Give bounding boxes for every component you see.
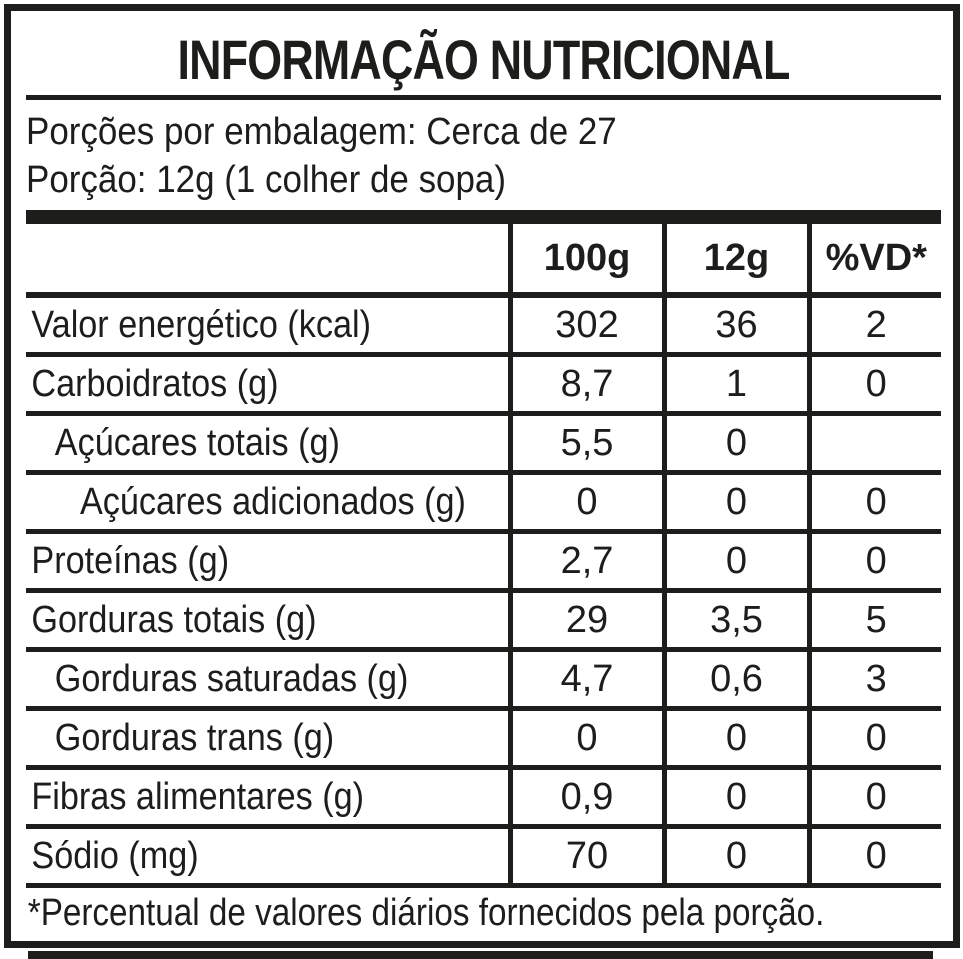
table-row: Açúcares totais (g) 5,5 0 — [26, 411, 941, 473]
table-row: Açúcares adicionados (g) 0 0 0 — [26, 470, 941, 532]
value-vd: 0 — [806, 824, 941, 888]
nutrient-label-cell: Gorduras trans (g) — [26, 706, 510, 768]
value-100g: 0 — [507, 706, 664, 768]
nutrient-label-cell: Fibras alimentares (g) — [26, 765, 510, 827]
header-12g: 12g — [661, 224, 809, 298]
table-row: Gorduras totais (g) 29 3,5 5 — [26, 588, 941, 650]
nutrition-table: 100g 12g %VD* Valor energético (kcal) 30… — [26, 224, 941, 888]
nutrient-label-cell: Açúcares adicionados (g) — [26, 470, 510, 532]
value-100g: 70 — [507, 824, 664, 888]
daily-value-footnote: *Percentual de valores diários fornecido… — [27, 892, 825, 934]
value-12g: 0 — [661, 529, 809, 591]
nutrient-label: Valor energético (kcal) — [31, 303, 372, 346]
nutrient-label: Proteínas (g) — [31, 539, 230, 582]
header-100g: 100g — [507, 224, 664, 298]
value-vd: 0 — [806, 706, 941, 768]
value-vd: 0 — [806, 765, 941, 827]
value-100g: 8,7 — [507, 352, 664, 414]
label-title: INFORMAÇÃO NUTRICIONAL — [177, 27, 790, 91]
value-12g: 0,6 — [661, 647, 809, 709]
label-title-wrap: INFORMAÇÃO NUTRICIONAL — [26, 23, 941, 95]
nutrient-label: Sódio (mg) — [31, 834, 199, 877]
nutrition-label: INFORMAÇÃO NUTRICIONAL Porções por embal… — [4, 4, 960, 948]
value-12g: 0 — [661, 765, 809, 827]
value-12g: 0 — [661, 824, 809, 888]
value-vd: 3 — [806, 647, 941, 709]
nutrient-label: Carboidratos (g) — [31, 362, 279, 405]
value-100g: 302 — [507, 292, 664, 355]
nutrient-label-cell: Proteínas (g) — [26, 529, 510, 591]
section-divider-bar — [26, 210, 941, 224]
nutrient-label: Gorduras totais (g) — [31, 598, 317, 641]
serving-info: Porções por embalagem: Cerca de 27 Porçã… — [26, 100, 941, 204]
table-row: Valor energético (kcal) 302 36 2 — [26, 292, 941, 355]
title-divider — [26, 95, 941, 100]
value-12g: 1 — [661, 352, 809, 414]
value-vd: 2 — [806, 292, 941, 355]
servings-per-package-line: Porções por embalagem: Cerca de 27 — [26, 111, 617, 153]
table-header-row: 100g 12g %VD* — [26, 224, 941, 298]
bottom-crop-bar — [28, 951, 933, 959]
value-12g: 0 — [661, 706, 809, 768]
nutrient-label-cell: Sódio (mg) — [26, 824, 510, 888]
value-100g: 0,9 — [507, 765, 664, 827]
value-vd: 5 — [806, 588, 941, 650]
value-100g: 4,7 — [507, 647, 664, 709]
table-row: Gorduras trans (g) 0 0 0 — [26, 706, 941, 768]
value-vd: 0 — [806, 470, 941, 532]
label-content: INFORMAÇÃO NUTRICIONAL Porções por embal… — [11, 23, 953, 936]
value-12g: 0 — [661, 411, 809, 473]
value-vd: 0 — [806, 352, 941, 414]
table-row: Fibras alimentares (g) 0,9 0 0 — [26, 765, 941, 827]
value-12g: 3,5 — [661, 588, 809, 650]
nutrient-label: Fibras alimentares (g) — [31, 775, 365, 818]
nutrient-label: Açúcares totais (g) — [54, 421, 340, 464]
portion-size-line: Porção: 12g (1 colher de sopa) — [26, 159, 507, 201]
nutrient-label: Gorduras trans (g) — [54, 716, 335, 759]
table-row: Sódio (mg) 70 0 0 — [26, 824, 941, 888]
value-100g: 5,5 — [507, 411, 664, 473]
header-empty-cell — [26, 224, 510, 298]
nutrient-label-cell: Açúcares totais (g) — [26, 411, 510, 473]
nutrient-label: Açúcares adicionados (g) — [80, 480, 466, 523]
value-100g: 2,7 — [507, 529, 664, 591]
value-100g: 29 — [507, 588, 664, 650]
table-row: Proteínas (g) 2,7 0 0 — [26, 529, 941, 591]
value-12g: 36 — [661, 292, 809, 355]
table-row: Carboidratos (g) 8,7 1 0 — [26, 352, 941, 414]
nutrient-label-cell: Gorduras totais (g) — [26, 588, 510, 650]
header-vd: %VD* — [806, 224, 941, 298]
nutrient-label: Gorduras saturadas (g) — [54, 657, 409, 700]
nutrient-label-cell: Valor energético (kcal) — [26, 292, 510, 355]
value-12g: 0 — [661, 470, 809, 532]
value-100g: 0 — [507, 470, 664, 532]
value-vd — [806, 411, 941, 473]
nutrient-label-cell: Gorduras saturadas (g) — [26, 647, 510, 709]
value-vd: 0 — [806, 529, 941, 591]
table-row: Gorduras saturadas (g) 4,7 0,6 3 — [26, 647, 941, 709]
nutrient-label-cell: Carboidratos (g) — [26, 352, 510, 414]
